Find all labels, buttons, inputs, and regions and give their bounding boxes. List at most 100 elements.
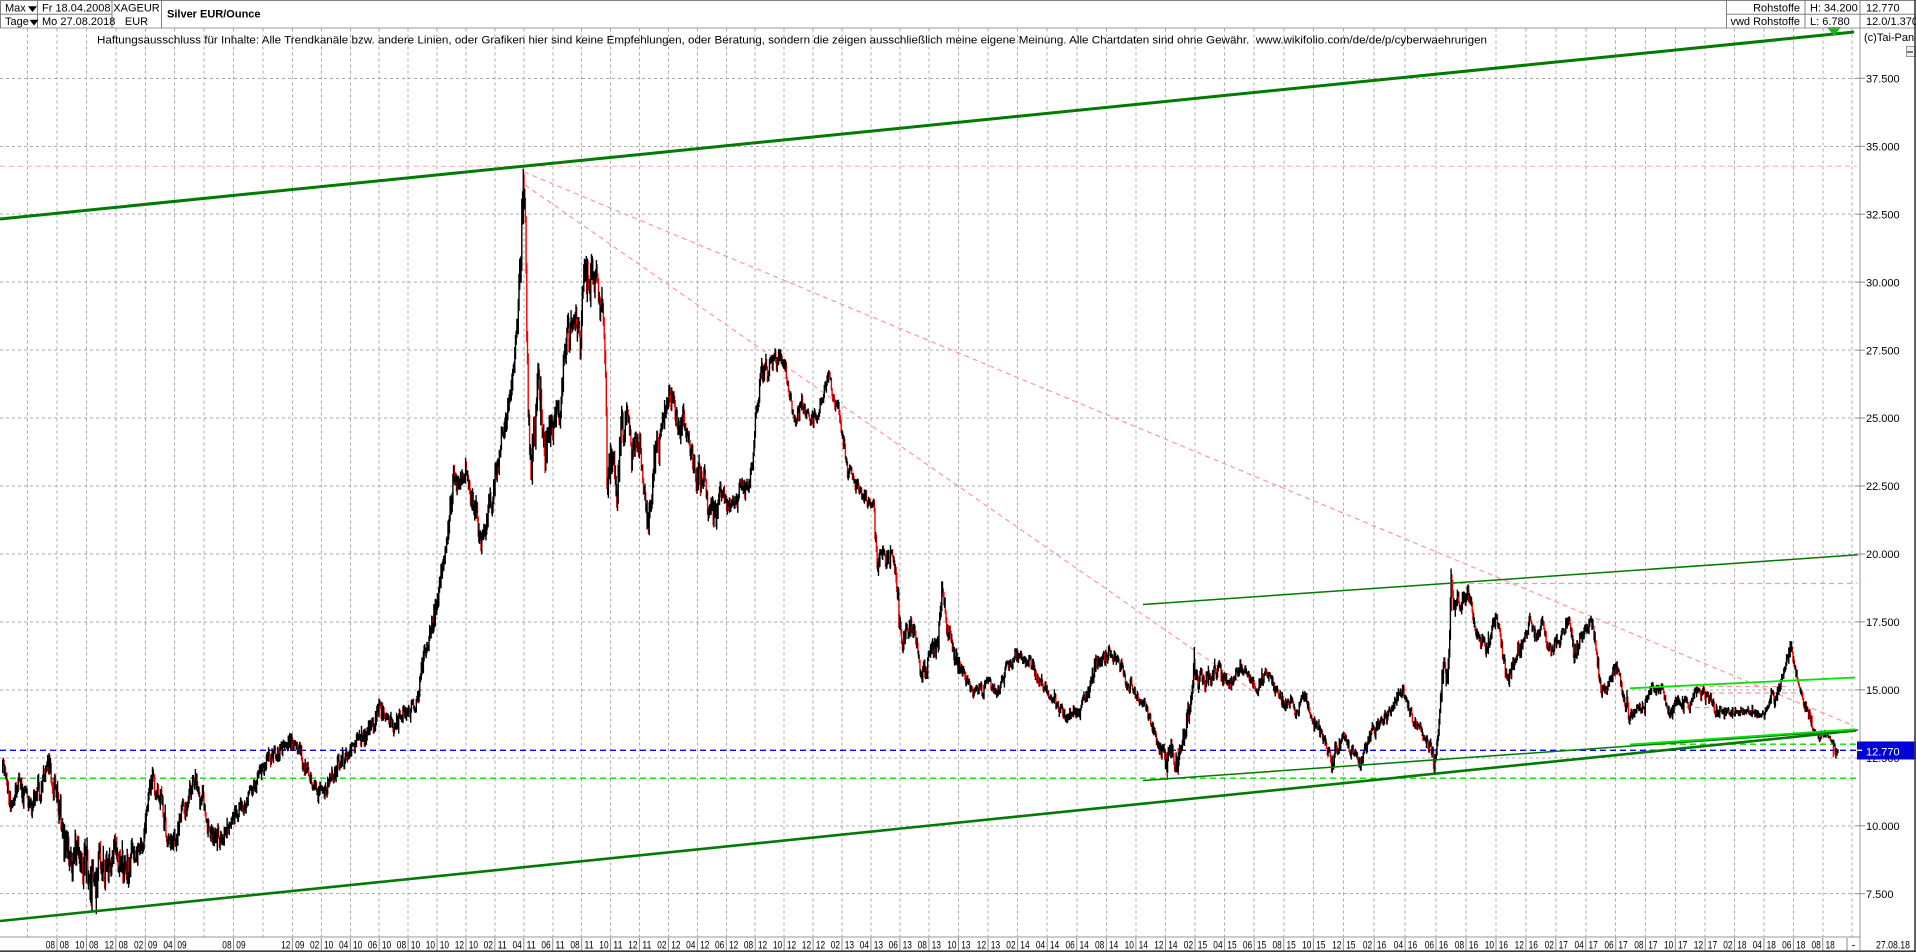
- svg-text:10: 10: [947, 940, 956, 952]
- svg-text:10: 10: [599, 940, 608, 952]
- svg-text:10: 10: [1302, 940, 1311, 952]
- svg-text:10: 10: [1485, 940, 1494, 952]
- svg-text:10: 10: [382, 940, 391, 952]
- svg-text:10: 10: [1664, 940, 1673, 952]
- svg-text:13: 13: [874, 940, 883, 952]
- svg-text:14: 14: [1139, 940, 1148, 952]
- svg-text:02: 02: [1545, 940, 1554, 952]
- svg-text:02: 02: [1363, 940, 1372, 952]
- svg-text:37.500: 37.500: [1866, 74, 1900, 86]
- svg-text:06: 06: [715, 940, 724, 952]
- svg-text:10: 10: [411, 940, 420, 952]
- svg-text:09: 09: [295, 940, 304, 952]
- svg-text:08: 08: [222, 940, 231, 952]
- svg-text:13: 13: [845, 940, 854, 952]
- svg-text:vwd Rohstoffe: vwd Rohstoffe: [1730, 16, 1800, 28]
- svg-text:15: 15: [1198, 940, 1207, 952]
- svg-text:32.500: 32.500: [1866, 209, 1900, 221]
- svg-text:Haftungsausschluss für Inhalte: Haftungsausschluss für Inhalte: Alle Tre…: [97, 35, 1487, 47]
- svg-text:10: 10: [324, 940, 333, 952]
- svg-text:13: 13: [932, 940, 941, 952]
- svg-text:14: 14: [1050, 940, 1059, 952]
- svg-text:11: 11: [642, 940, 651, 952]
- svg-text:08: 08: [1812, 940, 1821, 952]
- svg-text:16: 16: [1529, 940, 1538, 952]
- svg-text:04: 04: [1213, 940, 1222, 952]
- svg-text:09: 09: [177, 940, 186, 952]
- svg-text:02: 02: [310, 940, 319, 952]
- svg-text:04: 04: [686, 940, 695, 952]
- svg-text:13: 13: [991, 940, 1000, 952]
- svg-text:10: 10: [469, 940, 478, 952]
- svg-text:02: 02: [1723, 940, 1732, 952]
- svg-text:12: 12: [977, 940, 986, 952]
- svg-text:H: 34.200: H: 34.200: [1810, 3, 1858, 15]
- svg-text:30.000: 30.000: [1866, 277, 1900, 289]
- svg-text:17: 17: [1589, 940, 1598, 952]
- svg-text:10: 10: [773, 940, 782, 952]
- svg-text:13: 13: [961, 940, 970, 952]
- svg-text:06: 06: [368, 940, 377, 952]
- svg-text:12: 12: [787, 940, 796, 952]
- svg-text:Silver EUR/Ounce: Silver EUR/Ounce: [167, 9, 261, 21]
- svg-text:02: 02: [831, 940, 840, 952]
- svg-text:06: 06: [1425, 940, 1434, 952]
- svg-text:06: 06: [889, 940, 898, 952]
- svg-text:08: 08: [60, 940, 69, 952]
- svg-text:11: 11: [527, 940, 536, 952]
- svg-text:Rohstoffe: Rohstoffe: [1753, 3, 1800, 15]
- svg-text:15: 15: [1227, 940, 1236, 952]
- svg-text:13: 13: [903, 940, 912, 952]
- svg-text:15: 15: [1287, 940, 1296, 952]
- svg-text:04: 04: [1575, 940, 1584, 952]
- svg-text:27.500: 27.500: [1866, 345, 1900, 357]
- svg-text:EUR: EUR: [125, 16, 148, 28]
- svg-text:02: 02: [657, 940, 666, 952]
- svg-text:22.500: 22.500: [1866, 481, 1900, 493]
- svg-text:18: 18: [1796, 940, 1805, 952]
- svg-text:XAGEUR: XAGEUR: [113, 3, 160, 15]
- svg-text:11: 11: [498, 940, 507, 952]
- svg-text:04: 04: [163, 940, 172, 952]
- svg-text:17: 17: [1618, 940, 1627, 952]
- svg-text:17: 17: [1708, 940, 1717, 952]
- svg-text:14: 14: [1080, 940, 1089, 952]
- svg-text:04: 04: [339, 940, 348, 952]
- svg-text:35.000: 35.000: [1866, 141, 1900, 153]
- svg-text:15: 15: [1316, 940, 1325, 952]
- svg-text:12: 12: [802, 940, 811, 952]
- svg-text:11: 11: [613, 940, 622, 952]
- svg-text:12: 12: [1694, 940, 1703, 952]
- svg-text:14: 14: [1109, 940, 1118, 952]
- svg-text:04: 04: [1753, 940, 1762, 952]
- svg-text:06: 06: [1243, 940, 1252, 952]
- svg-text:12: 12: [758, 940, 767, 952]
- svg-text:17.500: 17.500: [1866, 617, 1900, 629]
- svg-text:08: 08: [119, 940, 128, 952]
- svg-text:02: 02: [484, 940, 493, 952]
- svg-text:12: 12: [281, 940, 290, 952]
- svg-text:12: 12: [700, 940, 709, 952]
- svg-text:17: 17: [1559, 940, 1568, 952]
- svg-text:14: 14: [1168, 940, 1177, 952]
- svg-text:04: 04: [513, 940, 522, 952]
- svg-text:08: 08: [1634, 940, 1643, 952]
- svg-text:08: 08: [397, 940, 406, 952]
- svg-text:06: 06: [1604, 940, 1613, 952]
- svg-text:10: 10: [353, 940, 362, 952]
- svg-text:02: 02: [134, 940, 143, 952]
- svg-text:08: 08: [1455, 940, 1464, 952]
- svg-text:Fr 18.04.2008: Fr 18.04.2008: [42, 3, 111, 15]
- svg-text:04: 04: [1394, 940, 1403, 952]
- svg-text:12.0/1.370: 12.0/1.370: [1866, 16, 1916, 28]
- svg-text:12: 12: [1154, 940, 1163, 952]
- svg-text:10: 10: [440, 940, 449, 952]
- svg-text:15.000: 15.000: [1866, 685, 1900, 697]
- svg-text:16: 16: [1439, 940, 1448, 952]
- svg-text:12.770: 12.770: [1866, 746, 1900, 758]
- svg-text:08: 08: [1273, 940, 1282, 952]
- svg-text:20.000: 20.000: [1866, 549, 1900, 561]
- svg-text:12: 12: [671, 940, 680, 952]
- svg-text:04: 04: [1036, 940, 1045, 952]
- svg-text:08: 08: [570, 940, 579, 952]
